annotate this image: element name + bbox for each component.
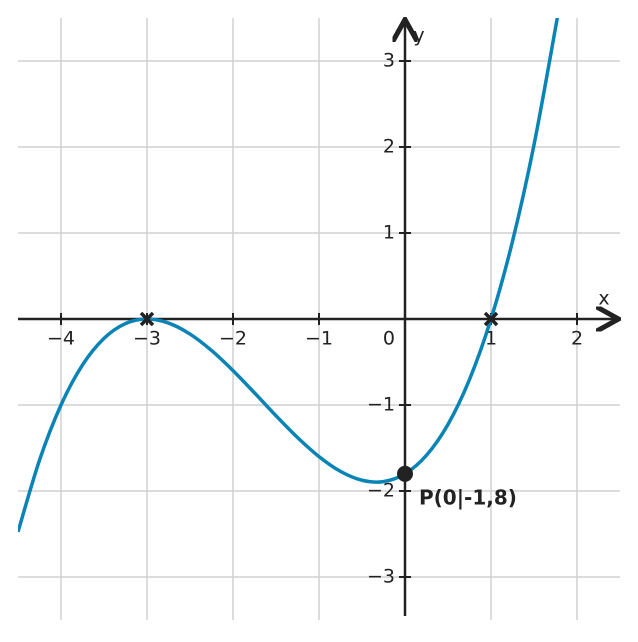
root-marker xyxy=(139,311,155,327)
y-tick-label: 2 xyxy=(383,136,395,158)
x-tick-label: −4 xyxy=(47,328,75,350)
y-tick-label: −2 xyxy=(367,480,395,502)
point-label: P(0|-1,8) xyxy=(419,485,517,509)
x-tick-label: −3 xyxy=(133,328,161,350)
x-tick-label: 2 xyxy=(571,328,583,350)
y-tick-label: 1 xyxy=(383,222,395,244)
x-tick-label: 0 xyxy=(383,328,395,350)
point xyxy=(397,465,413,482)
y-axis-label: y xyxy=(413,25,424,47)
root-marker xyxy=(483,311,499,327)
y-tick-label: 3 xyxy=(383,50,395,72)
y-tick-label: −1 xyxy=(367,394,395,416)
x-tick-label: −2 xyxy=(219,328,247,350)
curve xyxy=(18,18,560,533)
y-tick-label: −3 xyxy=(367,566,395,588)
x-tick-label: −1 xyxy=(305,328,333,350)
x-axis-label: x xyxy=(598,288,609,310)
